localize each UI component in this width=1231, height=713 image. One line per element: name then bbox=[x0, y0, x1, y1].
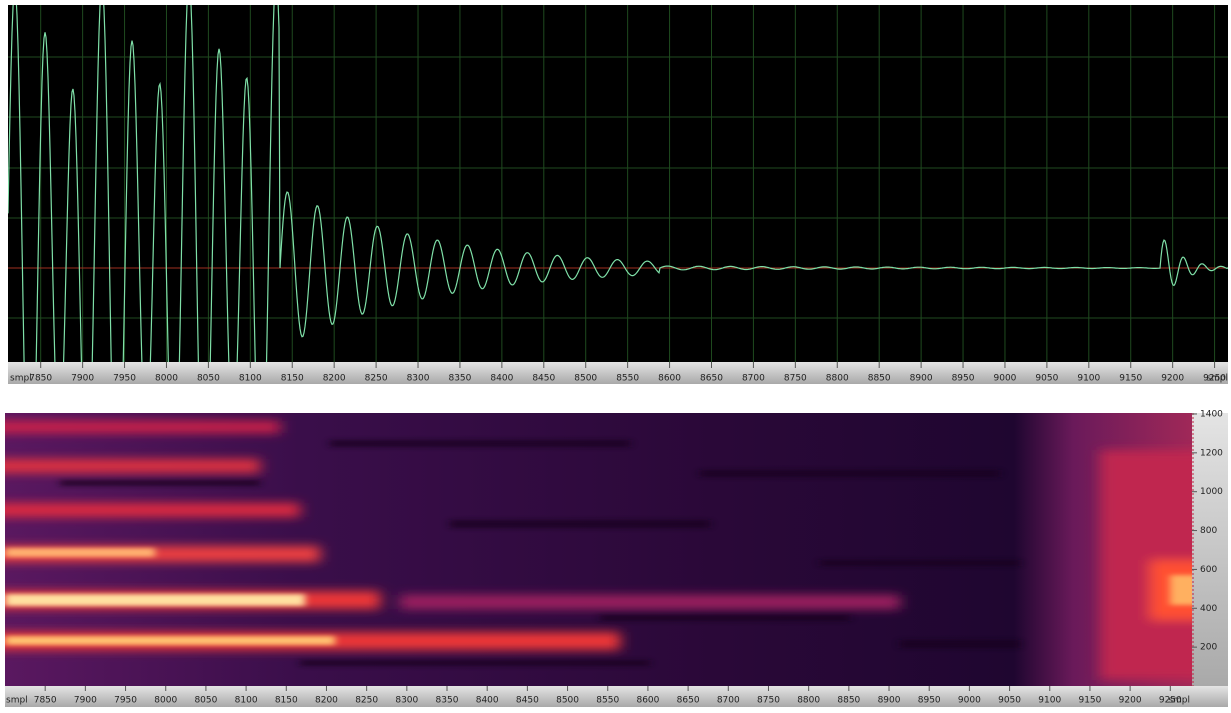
x-tick-label: 7900 bbox=[71, 374, 94, 384]
x-tick-label: 8800 bbox=[797, 696, 820, 706]
x-tick-label: 8100 bbox=[239, 374, 262, 384]
y-tick-label: 1200 bbox=[1200, 448, 1223, 458]
x-tick-label: 9150 bbox=[1119, 374, 1142, 384]
x-tick-label: 9050 bbox=[1035, 374, 1058, 384]
x-tick-label: 8300 bbox=[395, 696, 418, 706]
y-tick-label: 1000 bbox=[1200, 487, 1223, 497]
x-tick-label: 8900 bbox=[878, 696, 901, 706]
x-tick-label: 8150 bbox=[281, 374, 304, 384]
x-tick-label: 9000 bbox=[958, 696, 981, 706]
x-tick-label: 8050 bbox=[194, 696, 217, 706]
x-tick-label: 8300 bbox=[407, 374, 430, 384]
x-tick-label: 8550 bbox=[596, 696, 619, 706]
x-tick-label: 8350 bbox=[436, 696, 459, 706]
x-tick-label: 8600 bbox=[658, 374, 681, 384]
x-tick-label: 8250 bbox=[365, 374, 388, 384]
audio-editor: smpl smpl smpl smpl 78 bbox=[0, 0, 1231, 709]
x-tick-label: 8750 bbox=[757, 696, 780, 706]
x-tick-label: 9200 bbox=[1161, 374, 1184, 384]
y-tick-label: 400 bbox=[1200, 604, 1217, 614]
x-tick-label: 9200 bbox=[1119, 696, 1142, 706]
y-tick-label: 1400 bbox=[1200, 409, 1223, 419]
x-tick-label: 8400 bbox=[476, 696, 499, 706]
y-tick-label: 800 bbox=[1200, 526, 1217, 536]
x-tick-label: 9000 bbox=[994, 374, 1017, 384]
x-tick-label: 8250 bbox=[355, 696, 378, 706]
x-tick-label: 8150 bbox=[275, 696, 298, 706]
y-tick-label: 600 bbox=[1200, 565, 1217, 575]
x-tick-label: 7850 bbox=[29, 374, 52, 384]
x-tick-label: 9250 bbox=[1159, 696, 1182, 706]
x-tick-label: 8950 bbox=[952, 374, 975, 384]
x-tick-label: 9150 bbox=[1078, 696, 1101, 706]
x-tick-label: 8800 bbox=[826, 374, 849, 384]
x-tick-label: 8000 bbox=[154, 696, 177, 706]
x-tick-label: 8850 bbox=[837, 696, 860, 706]
x-tick-label: 8050 bbox=[197, 374, 220, 384]
x-tick-label: 8550 bbox=[616, 374, 639, 384]
x-tick-label: 8400 bbox=[490, 374, 513, 384]
x-tick-label: 8000 bbox=[155, 374, 178, 384]
x-tick-label: 8100 bbox=[235, 696, 258, 706]
spectrogram bbox=[0, 413, 1220, 686]
x-tick-label: 8450 bbox=[532, 374, 555, 384]
x-tick-label: 8450 bbox=[516, 696, 539, 706]
x-tick-label: 9250 bbox=[1203, 374, 1226, 384]
x-tick-label: 8200 bbox=[315, 696, 338, 706]
x-tick-label: 9100 bbox=[1077, 374, 1100, 384]
x-tick-label: 7950 bbox=[114, 696, 137, 706]
x-tick-label: 8950 bbox=[918, 696, 941, 706]
y-tick-label: 200 bbox=[1200, 643, 1217, 653]
x-tick-label: 8850 bbox=[868, 374, 891, 384]
x-tick-label: 9100 bbox=[1038, 696, 1061, 706]
waveform-plot bbox=[8, 5, 1228, 362]
x-tick-label: 8500 bbox=[574, 374, 597, 384]
x-tick-label: 8700 bbox=[717, 696, 740, 706]
x-tick-label: 7900 bbox=[74, 696, 97, 706]
x-tick-label: 7850 bbox=[34, 696, 57, 706]
x-tick-label: 9050 bbox=[998, 696, 1021, 706]
x-tick-label: 8350 bbox=[448, 374, 471, 384]
x-tick-label: 7950 bbox=[113, 374, 136, 384]
x-tick-label: 8600 bbox=[636, 696, 659, 706]
x-tick-label: 8650 bbox=[677, 696, 700, 706]
x-tick-label: 8750 bbox=[784, 374, 807, 384]
x-unit: smpl bbox=[6, 696, 28, 706]
x-tick-label: 8900 bbox=[910, 374, 933, 384]
x-tick-label: 8650 bbox=[700, 374, 723, 384]
x-tick-label: 8200 bbox=[323, 374, 346, 384]
x-tick-label: 8700 bbox=[742, 374, 765, 384]
x-tick-label: 8500 bbox=[556, 696, 579, 706]
